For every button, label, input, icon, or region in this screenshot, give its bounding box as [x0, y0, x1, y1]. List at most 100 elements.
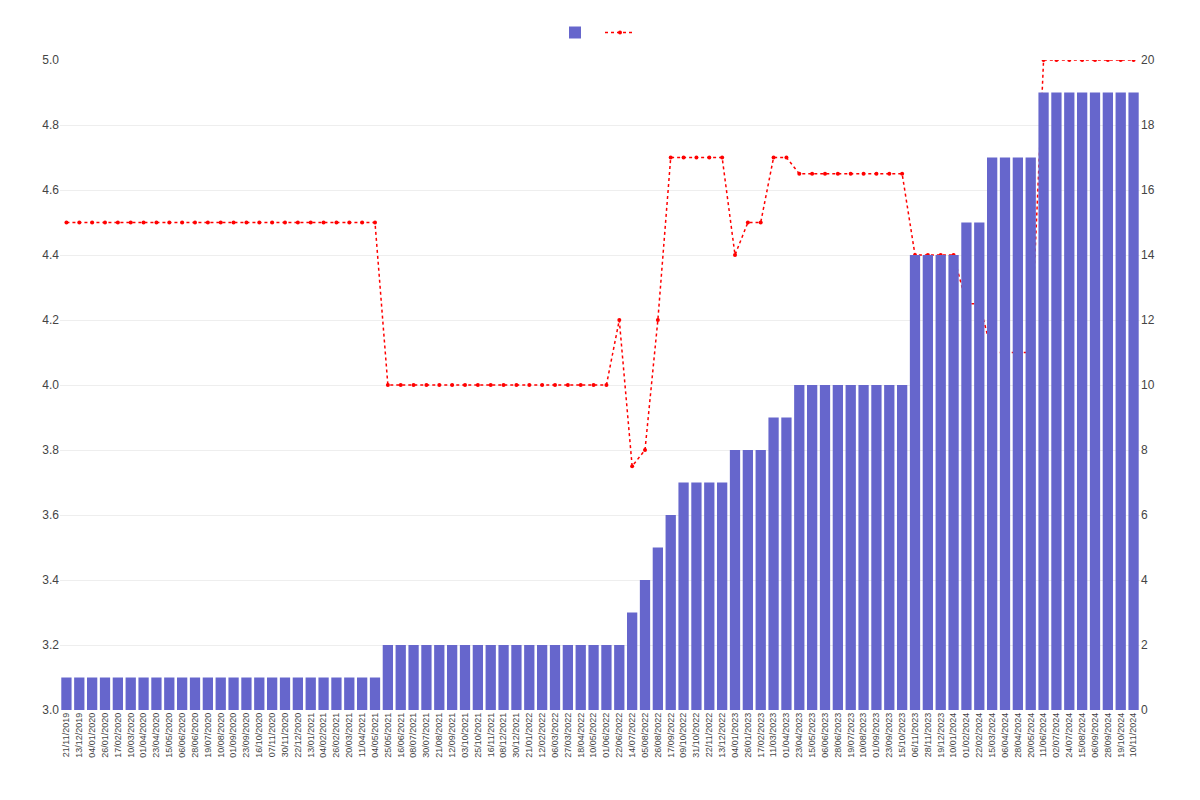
svg-text:4.8: 4.8	[42, 118, 59, 132]
svg-text:01/06/2022: 01/06/2022	[601, 713, 611, 758]
svg-text:16/10/2020: 16/10/2020	[254, 713, 264, 758]
svg-text:05/08/2022: 05/08/2022	[640, 713, 650, 758]
svg-text:3.0: 3.0	[42, 703, 59, 717]
svg-text:01/04/2023: 01/04/2023	[781, 713, 791, 758]
svg-text:06/11/2023: 06/11/2023	[910, 713, 920, 757]
svg-text:16/06/2021: 16/06/2021	[396, 713, 406, 758]
svg-text:4.6: 4.6	[42, 183, 59, 197]
svg-text:3.6: 3.6	[42, 508, 59, 522]
svg-text:10/03/2020: 10/03/2020	[126, 713, 136, 758]
svg-text:4: 4	[1141, 573, 1148, 587]
svg-text:26/02/2021: 26/02/2021	[331, 713, 341, 758]
svg-text:16: 16	[1141, 183, 1155, 197]
svg-text:24/07/2024: 24/07/2024	[1064, 713, 1074, 758]
svg-text:11/06/2024: 11/06/2024	[1038, 713, 1048, 757]
svg-text:6: 6	[1141, 508, 1148, 522]
svg-text:07/11/2020: 07/11/2020	[267, 713, 277, 757]
svg-text:19/07/2023: 19/07/2023	[846, 713, 856, 758]
svg-text:3.2: 3.2	[42, 638, 59, 652]
svg-text:4.0: 4.0	[42, 378, 59, 392]
svg-text:28/06/2020: 28/06/2020	[190, 713, 200, 758]
svg-text:09/10/2022: 09/10/2022	[678, 713, 688, 758]
svg-text:10/08/2023: 10/08/2023	[858, 713, 868, 758]
svg-text:16/11/2021: 16/11/2021	[486, 713, 496, 757]
svg-text:13/01/2021: 13/01/2021	[306, 713, 316, 758]
svg-text:26/01/2023: 26/01/2023	[743, 713, 753, 758]
svg-text:4.2: 4.2	[42, 313, 59, 327]
svg-text:04/02/2021: 04/02/2021	[318, 713, 328, 758]
svg-text:10: 10	[1141, 378, 1155, 392]
svg-text:10/01/2024: 10/01/2024	[948, 713, 958, 758]
svg-text:15/05/2020: 15/05/2020	[164, 713, 174, 758]
svg-text:04/01/2020: 04/01/2020	[87, 713, 97, 758]
svg-text:21/08/2021: 21/08/2021	[434, 713, 444, 758]
svg-text:12: 12	[1141, 313, 1155, 327]
svg-text:14: 14	[1141, 248, 1155, 262]
svg-text:20/05/2024: 20/05/2024	[1026, 713, 1036, 758]
svg-text:15/05/2023: 15/05/2023	[807, 713, 817, 758]
svg-text:22/11/2022: 22/11/2022	[704, 713, 714, 757]
svg-text:30/12/2021: 30/12/2021	[511, 713, 521, 758]
svg-text:11/03/2023: 11/03/2023	[768, 713, 778, 757]
svg-text:06/06/2020: 06/06/2020	[177, 713, 187, 758]
svg-text:19/10/2024: 19/10/2024	[1116, 713, 1126, 758]
svg-text:30/07/2021: 30/07/2021	[421, 713, 431, 758]
svg-text:19/07/2020: 19/07/2020	[203, 713, 213, 758]
svg-text:0: 0	[1141, 703, 1148, 717]
svg-text:28/09/2024: 28/09/2024	[1103, 713, 1113, 758]
svg-text:5.0: 5.0	[42, 53, 59, 67]
svg-text:08/07/2021: 08/07/2021	[408, 713, 418, 758]
svg-text:20: 20	[1141, 53, 1155, 67]
svg-text:15/10/2023: 15/10/2023	[897, 713, 907, 758]
svg-text:01/02/2024: 01/02/2024	[961, 713, 971, 758]
svg-text:10/11/2024: 10/11/2024	[1128, 713, 1138, 757]
svg-text:06/04/2024: 06/04/2024	[1000, 713, 1010, 758]
svg-text:19/12/2023: 19/12/2023	[936, 713, 946, 758]
svg-text:23/09/2023: 23/09/2023	[884, 713, 894, 758]
svg-text:08/12/2021: 08/12/2021	[498, 713, 508, 758]
svg-text:21/01/2022: 21/01/2022	[524, 713, 534, 758]
svg-text:2: 2	[1141, 638, 1148, 652]
svg-text:31/10/2022: 31/10/2022	[691, 713, 701, 758]
svg-text:04/01/2023: 04/01/2023	[730, 713, 740, 758]
svg-text:27/03/2022: 27/03/2022	[563, 713, 573, 758]
svg-text:28/11/2023: 28/11/2023	[923, 713, 933, 757]
svg-text:03/10/2021: 03/10/2021	[460, 713, 470, 758]
svg-text:06/03/2022: 06/03/2022	[550, 713, 560, 758]
svg-text:06/06/2023: 06/06/2023	[820, 713, 830, 758]
svg-text:15/03/2024: 15/03/2024	[987, 713, 997, 758]
svg-text:12/02/2022: 12/02/2022	[537, 713, 547, 758]
svg-text:13/12/2022: 13/12/2022	[717, 713, 727, 758]
svg-text:04/05/2021: 04/05/2021	[370, 713, 380, 758]
svg-text:22/06/2022: 22/06/2022	[614, 713, 624, 758]
svg-text:11/04/2021: 11/04/2021	[357, 713, 367, 757]
svg-text:3.8: 3.8	[42, 443, 59, 457]
svg-text:26/01/2020: 26/01/2020	[100, 713, 110, 758]
svg-text:14/07/2022: 14/07/2022	[627, 713, 637, 758]
svg-text:21/11/2019: 21/11/2019	[61, 713, 71, 757]
svg-text:25/05/2021: 25/05/2021	[383, 713, 393, 758]
svg-text:17/02/2020: 17/02/2020	[113, 713, 123, 758]
svg-text:4.4: 4.4	[42, 248, 59, 262]
svg-text:23/04/2020: 23/04/2020	[151, 713, 161, 758]
svg-text:01/09/2020: 01/09/2020	[228, 713, 238, 758]
svg-text:23/04/2023: 23/04/2023	[794, 713, 804, 758]
svg-text:22/12/2020: 22/12/2020	[293, 713, 303, 758]
svg-text:17/02/2023: 17/02/2023	[756, 713, 766, 758]
svg-text:30/11/2020: 30/11/2020	[280, 713, 290, 757]
svg-text:23/09/2020: 23/09/2020	[241, 713, 251, 758]
svg-text:12/09/2021: 12/09/2021	[447, 713, 457, 758]
svg-text:06/09/2024: 06/09/2024	[1090, 713, 1100, 758]
svg-text:20/03/2021: 20/03/2021	[344, 713, 354, 758]
svg-text:15/08/2024: 15/08/2024	[1077, 713, 1087, 758]
svg-text:26/08/2022: 26/08/2022	[653, 713, 663, 758]
svg-text:10/08/2020: 10/08/2020	[216, 713, 226, 758]
svg-text:10/05/2022: 10/05/2022	[588, 713, 598, 758]
svg-text:01/04/2020: 01/04/2020	[138, 713, 148, 758]
svg-text:02/07/2024: 02/07/2024	[1051, 713, 1061, 758]
svg-text:25/10/2021: 25/10/2021	[473, 713, 483, 758]
svg-text:13/12/2019: 13/12/2019	[74, 713, 84, 758]
svg-text:28/04/2024: 28/04/2024	[1013, 713, 1023, 758]
svg-text:8: 8	[1141, 443, 1148, 457]
svg-text:01/09/2023: 01/09/2023	[871, 713, 881, 758]
